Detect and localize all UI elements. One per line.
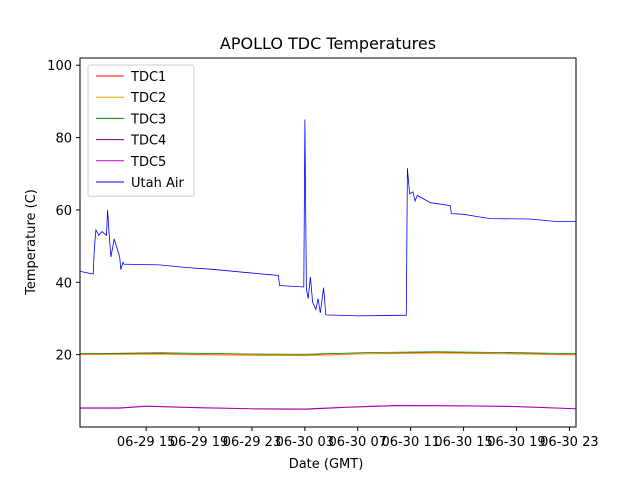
y-tick-label: 60 [55,204,72,219]
series-line-2 [79,351,577,355]
legend-box [87,64,195,197]
plot-frame [79,57,577,428]
x-tick-label: 06-30 07 [329,435,387,450]
legend-label: TDC4 [130,134,166,149]
x-tick-label: 06-30 03 [276,435,334,450]
legend: TDC1 TDC2 TDC3 TDC4 TDC5 Utah Air [87,64,195,197]
legend-label: Utah Air [131,176,184,191]
y-axis: 20 40 60 80 100 [47,59,80,364]
x-tick-label: 06-29 15 [117,435,175,450]
x-tick-label: 06-30 19 [487,435,545,450]
series-line-5 [79,119,576,317]
x-tick-label: 06-29 23 [223,435,281,450]
x-tick-label: 06-30 23 [540,435,598,450]
x-tick-label: 06-30 15 [434,435,492,450]
y-tick-label: 80 [55,132,72,147]
series-line-1 [79,352,577,357]
y-axis-label: Temperature (C) [24,189,39,296]
y-tick-label: 100 [47,59,72,74]
legend-label: TDC1 [130,70,166,85]
series-line-4 [80,404,577,410]
x-tick-label: 06-29 19 [170,435,228,450]
legend-label: TDC3 [130,112,166,127]
y-tick-label: 20 [55,349,72,364]
chart-title: APOLLO TDC Temperatures [220,34,436,53]
plot-area [79,119,577,410]
legend-label: TDC2 [130,91,166,106]
legend-label: TDC5 [130,155,166,170]
x-tick-label: 06-30 11 [381,435,439,450]
x-axis-label: Date (GMT) [289,457,364,472]
y-tick-label: 40 [55,276,72,291]
